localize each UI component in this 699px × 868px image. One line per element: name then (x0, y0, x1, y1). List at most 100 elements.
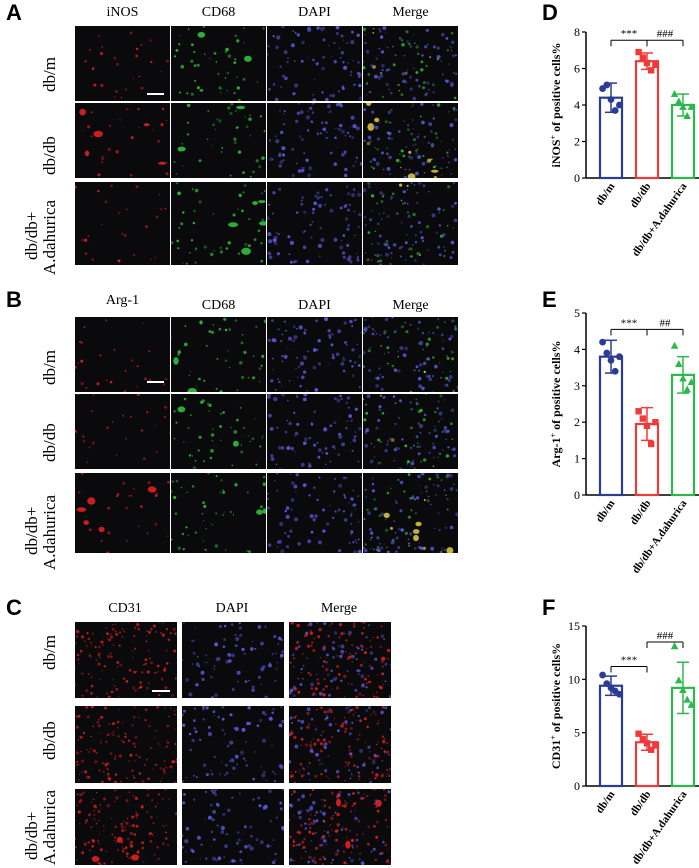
panel-a-col-inos: iNOS (106, 5, 139, 20)
panel-b-row-treated-1: db/db+ (22, 506, 41, 555)
data-point (679, 374, 687, 382)
micrograph-c-r2-c3 (289, 706, 391, 783)
significance-label: ## (660, 317, 672, 329)
micrograph-a-r2-c2 (171, 103, 266, 178)
micrograph-b-r3-c3 (267, 473, 362, 553)
micrograph-b-r3-c4 (363, 473, 458, 553)
micrograph-b-r1-c3 (267, 317, 362, 392)
bar-chart-e: 0 1 2 3 4 5 Arg-1+ of positive cells% db/m db/db… (549, 306, 699, 576)
y-tick-label: 15 (568, 619, 580, 633)
micrograph-b-r1-c1 (75, 317, 170, 392)
micrograph-a-r1-c2 (171, 26, 266, 101)
x-tick-label: db/db (628, 181, 654, 210)
data-point (635, 48, 642, 56)
y-tick-label: 10 (568, 672, 580, 686)
data-point (616, 101, 623, 109)
data-point (648, 67, 655, 74)
data-point (611, 107, 619, 114)
micrograph-a-r3-c2 (171, 182, 266, 265)
data-point (687, 700, 696, 708)
data-point (679, 102, 687, 110)
panel-a-col-merge: Merge (392, 5, 429, 20)
micrograph-b-r1-c4 (363, 317, 458, 392)
x-tick-label: db/m (594, 789, 618, 816)
panel-letter-a: A (6, 0, 22, 25)
data-point (670, 90, 679, 98)
y-tick-label: 2 (574, 415, 580, 429)
panel-c-col-dapi: DAPI (215, 601, 249, 616)
micrograph-a-r1-c1 (75, 26, 170, 101)
micrograph-a-r2-c1 (75, 103, 170, 178)
scale-bar-b (147, 381, 164, 383)
data-point (639, 415, 646, 422)
data-point (599, 671, 606, 679)
micrograph-c-r1-c2 (182, 622, 284, 698)
y-tick-label: 8 (574, 25, 580, 39)
micrograph-a-r3-c1 (75, 182, 170, 265)
data-point (683, 695, 691, 703)
micrograph-b-r2-c2 (171, 394, 266, 469)
micrograph-c-r3-c3 (289, 789, 391, 865)
panel-letter-e: E (542, 287, 557, 312)
panel-b-col-arg1: Arg-1 (105, 293, 140, 308)
micrograph-b-r2-c1 (75, 394, 170, 469)
panel-c-row-dbm: db/m (40, 635, 59, 670)
panel-letter-b: B (6, 287, 22, 312)
panel-b-col-cd68: CD68 (201, 298, 236, 313)
data-point (679, 686, 687, 693)
micrograph-b-r2-c3 (267, 394, 362, 469)
micrograph-c-r2-c1 (75, 706, 177, 783)
micrograph-b-r2-c4 (363, 394, 458, 469)
y-axis-title: Arg-1+ of positive cells% (549, 341, 564, 468)
data-point (607, 356, 615, 364)
micrograph-b-r3-c2 (171, 473, 266, 553)
x-tick-label: db/m (594, 181, 618, 208)
micrograph-c-r1-c3 (289, 622, 391, 698)
y-tick-label: 1 (574, 452, 580, 466)
data-point (670, 642, 679, 650)
data-point (687, 102, 696, 110)
data-point (687, 378, 696, 386)
micrograph-b-r3-c1 (75, 473, 170, 553)
data-point (683, 111, 691, 119)
y-tick-label: 0 (574, 171, 580, 185)
y-tick-label: 6 (574, 62, 580, 76)
data-point (683, 385, 691, 393)
data-point (603, 81, 611, 89)
data-point (616, 690, 623, 698)
scale-bar-c (152, 690, 170, 692)
micrograph-c-r1-c1 (75, 622, 177, 698)
data-point (675, 359, 683, 367)
panel-c-row-treated-2: A.dahurica (40, 789, 59, 865)
y-tick-label: 5 (574, 726, 580, 740)
data-point (652, 742, 659, 749)
panel-letter-d: D (542, 0, 558, 25)
panel-c-row-treated-1: db/db+ (22, 811, 41, 860)
panel-a-row-treated-1: db/db+ (22, 211, 41, 260)
micrograph-c-r3-c2 (182, 789, 284, 865)
y-axis-title: CD31+ of positive cells% (549, 643, 564, 769)
data-point (616, 353, 623, 361)
micrograph-a-r2-c4 (363, 103, 458, 178)
panel-c-col-merge: Merge (320, 601, 358, 616)
data-point (635, 408, 642, 415)
data-point (648, 440, 655, 448)
panel-c-row-dbdb: db/db (40, 721, 59, 760)
micrograph-a-r2-c3 (267, 103, 362, 178)
micrograph-b-r1-c2 (171, 317, 266, 392)
data-point (603, 680, 611, 687)
data-point (643, 422, 651, 430)
y-tick-label: 2 (574, 135, 580, 149)
y-tick-label: 4 (574, 98, 580, 112)
panel-letter-c: C (6, 595, 22, 620)
y-tick-label: 4 (574, 342, 580, 356)
micrograph-a-r1-c3 (267, 26, 362, 101)
scale-bar-a (147, 93, 164, 95)
data-point (652, 419, 659, 426)
micrograph-a-r1-c4 (363, 26, 458, 101)
panel-c-col-cd31: CD31 (108, 601, 142, 616)
y-tick-label: 3 (574, 379, 580, 393)
x-tick-label: db/db (628, 498, 654, 527)
